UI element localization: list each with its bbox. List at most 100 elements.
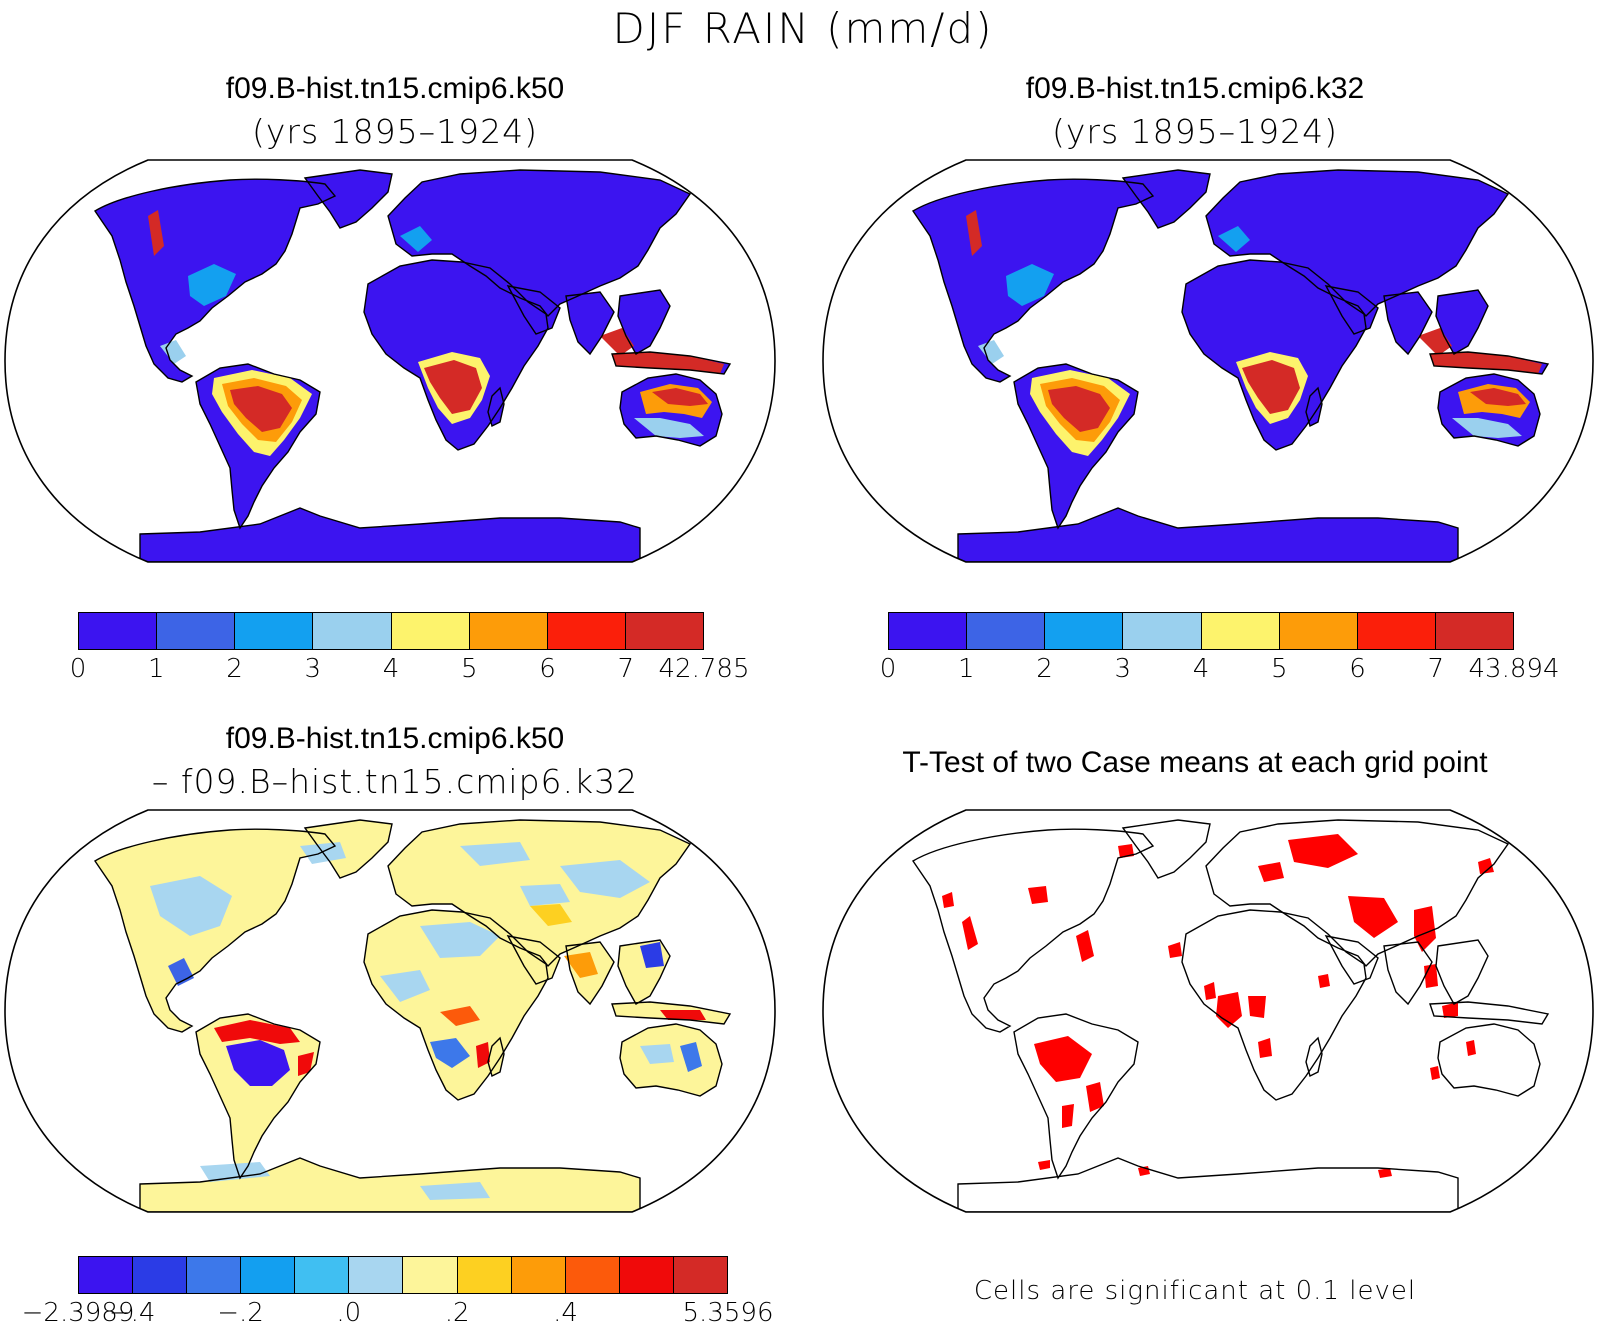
- panel-3-title: f09.B-hist.tn15.cmip6.k50: [225, 722, 565, 755]
- colorbar-swatch: [565, 1257, 620, 1293]
- coastline-indonesia: [611, 351, 732, 375]
- landmass-greenland: [1123, 170, 1210, 228]
- colorbar-tick-label: −2.3989: [21, 1298, 135, 1328]
- coastline-antarctica: [957, 507, 1459, 562]
- diff-strong-positive: [214, 1020, 300, 1044]
- colorbar-panel-1: [78, 612, 704, 650]
- colorbar-swatch: [241, 1257, 296, 1293]
- colorbar-tick-label: 5: [1270, 654, 1288, 684]
- significant-cells: [1076, 930, 1094, 962]
- diff-positive-core: [476, 1042, 490, 1068]
- coastline-antarctica: [139, 1157, 641, 1212]
- landmass-antarctica: [958, 508, 1458, 562]
- colorbar-swatch: [547, 613, 626, 649]
- precip-band: [160, 340, 186, 364]
- precip-core: [966, 210, 982, 256]
- precip-band: [1218, 226, 1250, 252]
- coastline-greenland: [303, 169, 393, 229]
- significant-cells: [1034, 1036, 1092, 1082]
- colorbar-swatch: [79, 613, 158, 649]
- coastline-seAsia: [617, 289, 671, 355]
- precip-band: [634, 418, 704, 438]
- colorbar-swatch: [889, 613, 968, 649]
- coastline-antarctica: [139, 507, 641, 562]
- diff-negative-area: [420, 1182, 490, 1200]
- colorbar-tick-label: 43.894: [1468, 654, 1560, 684]
- coastline-seAsia: [1435, 939, 1489, 1005]
- colorbar-swatch: [313, 613, 392, 649]
- map-border: [4, 159, 776, 563]
- coastline-seAsia: [1435, 289, 1489, 355]
- diff-negative-area: [640, 1044, 674, 1064]
- landmass-seAsia: [618, 290, 670, 354]
- coastline-madagascar: [1305, 1036, 1323, 1078]
- significant-cells: [962, 916, 978, 950]
- precip-band: [978, 340, 1004, 364]
- panel-1-title: f09.B-hist.tn15.cmip6.k50: [225, 72, 565, 105]
- colorbar-swatch: [187, 1257, 242, 1293]
- significant-cells: [1038, 1160, 1050, 1170]
- landmass-seAsia: [1436, 290, 1488, 354]
- map-border: [822, 159, 1594, 563]
- significant-cells: [1318, 974, 1330, 988]
- colorbar-swatch: [967, 613, 1046, 649]
- precip-core: [148, 210, 164, 256]
- coastline-greenland: [303, 819, 393, 879]
- coastline-arabia: [1324, 935, 1379, 985]
- diff-negative-core: [640, 942, 664, 968]
- colorbar-tick-label: 5: [460, 654, 478, 684]
- colorbar-tick-label: 0: [69, 654, 87, 684]
- diff-negative-area: [380, 970, 430, 1002]
- coastline-africa: [363, 259, 549, 451]
- significant-cells: [1118, 844, 1134, 858]
- significant-cells: [1466, 1040, 1476, 1056]
- diff-negative-area: [420, 922, 500, 958]
- coastline-india: [565, 941, 615, 1006]
- landmass-antarctica: [140, 1158, 640, 1212]
- colorbar-tick-label: 4: [1192, 654, 1210, 684]
- significant-cells: [942, 892, 954, 908]
- coastline-europe: [1205, 819, 1510, 968]
- coastline-antarctica: [957, 1157, 1459, 1212]
- coastline-southAmerica: [1013, 1013, 1139, 1180]
- coastline-southAmerica: [1013, 363, 1139, 530]
- colorbar-panel-3: [78, 1256, 728, 1294]
- landmass-antarctica: [140, 508, 640, 562]
- significant-cells: [1258, 862, 1284, 882]
- coastline-greenland: [1121, 169, 1211, 229]
- colorbar-swatch: [295, 1257, 350, 1293]
- coastline-northAmerica: [912, 828, 1155, 1033]
- diff-negative-area: [560, 860, 650, 898]
- map-border: [4, 809, 776, 1213]
- colorbar-swatch: [1435, 613, 1513, 649]
- coastline-australia: [619, 1023, 723, 1097]
- colorbar-swatch: [1357, 613, 1436, 649]
- precip-core: [230, 386, 292, 432]
- map-background: [823, 810, 1593, 1212]
- precip-band: [400, 226, 432, 252]
- diff-negative-core: [430, 1038, 470, 1068]
- coastline-madagascar: [487, 1036, 505, 1078]
- coastline-india: [1383, 291, 1433, 356]
- diff-positive-core: [660, 1010, 706, 1020]
- colorbar-swatch: [625, 613, 703, 649]
- colorbar-tick-label: 1: [147, 654, 165, 684]
- colorbar-swatch: [235, 613, 314, 649]
- diff-positive-core: [440, 1006, 480, 1026]
- landmass-india: [566, 292, 614, 354]
- precip-band: [1006, 264, 1054, 306]
- precip-core: [424, 360, 482, 414]
- coastline-indonesia: [1429, 1001, 1550, 1025]
- significant-cells: [1288, 834, 1358, 868]
- significant-cells: [1258, 1038, 1272, 1058]
- figure-title: DJF RAIN (mm/d): [612, 4, 994, 53]
- coastline-northAmerica: [94, 178, 337, 383]
- panel-2-subtitle: (yrs 1895–1924): [1052, 112, 1338, 151]
- colorbar-tick-label: 4: [382, 654, 400, 684]
- precip-core: [1048, 386, 1110, 432]
- colorbar-tick-label: 2: [226, 654, 243, 684]
- colorbar-tick-label: 6: [1349, 654, 1366, 684]
- coastline-northAmerica: [912, 178, 1155, 383]
- coastline-southAmerica: [195, 1013, 321, 1180]
- precip-band: [1452, 418, 1522, 438]
